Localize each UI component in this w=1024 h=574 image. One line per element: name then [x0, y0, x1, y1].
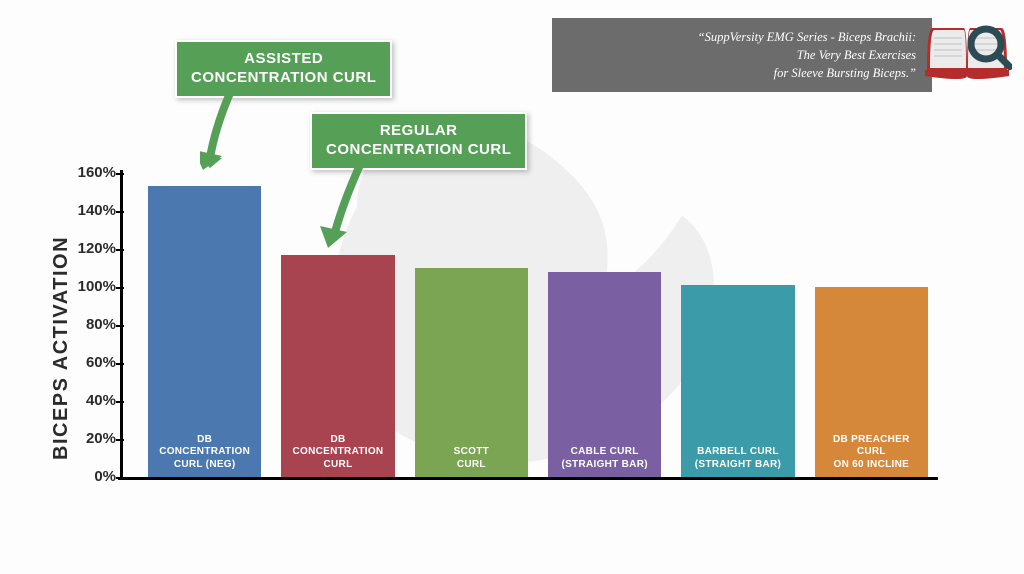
y-tick-mark [116, 287, 124, 289]
chart-container: “SuppVersity EMG Series - Biceps Brachii… [0, 0, 1024, 574]
bar-label: DB CONCENTRATIONCURL [281, 434, 394, 472]
citation-line: The Very Best Exercises [612, 46, 916, 64]
y-tick-label: 40% [58, 392, 116, 409]
bar: BARBELL CURL(STRAIGHT BAR) [681, 285, 794, 477]
y-tick-mark [116, 439, 124, 441]
callout-regular: REGULAR CONCENTRATION CURL [310, 112, 527, 170]
y-tick-label: 120% [58, 240, 116, 257]
arrow-icon [200, 88, 260, 178]
y-tick-mark [116, 173, 124, 175]
citation-line: “SuppVersity EMG Series - Biceps Brachii… [612, 28, 916, 46]
citation-box: “SuppVersity EMG Series - Biceps Brachii… [552, 18, 932, 92]
callout-line: CONCENTRATION CURL [326, 141, 511, 160]
bar: DB CONCENTRATIONCURL (NEG) [148, 186, 261, 477]
bar-label: SCOTTCURL [415, 446, 528, 471]
callout-assisted: ASSISTED CONCENTRATION CURL [175, 40, 392, 98]
bar: DB PREACHER CURLON 60 INCLINE [815, 287, 928, 477]
y-tick-label: 80% [58, 316, 116, 333]
callout-line: CONCENTRATION CURL [191, 69, 376, 88]
bars-group: DB CONCENTRATIONCURL (NEG) DB CONCENTRATI… [148, 170, 928, 477]
y-tick-mark [116, 363, 124, 365]
y-tick-mark [116, 325, 124, 327]
citation-line: for Sleeve Bursting Biceps.” [612, 64, 916, 82]
y-tick-mark [116, 211, 124, 213]
x-axis [118, 477, 938, 480]
y-tick-label: 140% [58, 202, 116, 219]
y-tick-label: 60% [58, 354, 116, 371]
y-tick-label: 0% [58, 468, 116, 485]
book-search-icon [922, 10, 1012, 90]
bar: DB CONCENTRATIONCURL [281, 255, 394, 477]
bar-label: DB CONCENTRATIONCURL (NEG) [148, 434, 261, 472]
bar-label: BARBELL CURL(STRAIGHT BAR) [681, 446, 794, 471]
y-axis-title: BICEPS ACTIVATION [50, 236, 73, 460]
y-tick-mark [116, 249, 124, 251]
bar-label: DB PREACHER CURLON 60 INCLINE [815, 434, 928, 472]
callout-line: ASSISTED [191, 50, 376, 69]
bar-chart: DB CONCENTRATIONCURL (NEG) DB CONCENTRATI… [120, 170, 940, 500]
bar-label: CABLE CURL(STRAIGHT BAR) [548, 446, 661, 471]
y-tick-label: 100% [58, 278, 116, 295]
bar: SCOTTCURL [415, 268, 528, 477]
bar: CABLE CURL(STRAIGHT BAR) [548, 272, 661, 477]
y-tick-mark [116, 477, 124, 479]
callout-line: REGULAR [326, 122, 511, 141]
y-tick-label: 20% [58, 430, 116, 447]
y-tick-mark [116, 401, 124, 403]
y-tick-label: 160% [58, 164, 116, 181]
